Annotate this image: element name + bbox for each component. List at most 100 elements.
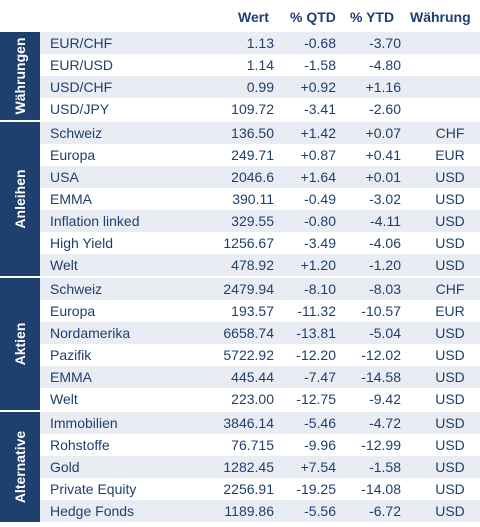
row-qtd: -8.10	[304, 281, 336, 297]
table-row: Schweiz 2479.94 -8.10 -8.03 CHF	[40, 278, 480, 300]
row-ytd: +1.16	[365, 79, 401, 95]
row-ytd: +0.07	[365, 125, 401, 141]
row-wert: 109.72	[231, 101, 274, 117]
row-currency: USD	[435, 369, 465, 385]
header-ytd: % YTD	[350, 9, 395, 25]
row-qtd: -5.46	[304, 415, 336, 431]
row-name: Europa	[50, 147, 96, 163]
row-qtd: -13.81	[296, 325, 336, 341]
row-qtd: +0.92	[300, 79, 336, 95]
row-qtd: -5.56	[304, 503, 336, 519]
row-ytd: +0.01	[365, 169, 401, 185]
table-row: USA 2046.6 +1.64 +0.01 USD	[40, 166, 480, 188]
table-row: Europa 249.71 +0.87 +0.41 EUR	[40, 144, 480, 166]
row-currency: CHF	[435, 125, 465, 141]
row-currency: EUR	[435, 147, 465, 163]
row-name: EMMA	[50, 191, 92, 207]
table-row: USD/JPY 109.72 -3.41 -2.60	[40, 98, 480, 120]
row-wert: 1.13	[246, 35, 274, 51]
row-wert: 5722.92	[223, 347, 274, 363]
row-ytd: -12.02	[361, 347, 401, 363]
row-currency: CHF	[435, 281, 465, 297]
table-row: EUR/CHF 1.13 -0.68 -3.70	[40, 32, 480, 54]
row-wert: 249.71	[231, 147, 274, 163]
row-wert: 478.92	[231, 257, 274, 273]
row-currency: USD	[435, 213, 465, 229]
table-header: Wert % QTD % YTD Währung	[0, 0, 480, 32]
row-qtd: -3.49	[304, 235, 336, 251]
table-row: Private Equity 2256.91 -19.25 -14.08 USD	[40, 478, 480, 500]
table-row: EMMA 445.44 -7.47 -14.58 USD	[40, 366, 480, 388]
row-name: Rohstoffe	[50, 437, 110, 453]
table-body: Währungen EUR/CHF 1.13 -0.68 -3.70 EUR/USD 1.1…	[0, 32, 480, 522]
row-wert: 1282.45	[223, 459, 274, 475]
row-wert: 0.99	[246, 79, 274, 95]
row-wert: 329.55	[231, 213, 274, 229]
table-row: Gold 1282.45 +7.54 -1.58 USD	[40, 456, 480, 478]
row-currency: USD	[435, 235, 465, 251]
row-ytd: -12.99	[361, 437, 401, 453]
row-ytd: -8.03	[369, 281, 401, 297]
row-qtd: -19.25	[296, 481, 336, 497]
group-label: Anleihen	[12, 169, 28, 229]
row-wert: 136.50	[231, 125, 274, 141]
row-ytd: -3.02	[369, 191, 401, 207]
table-row: Rohstoffe 76.715 -9.96 -12.99 USD	[40, 434, 480, 456]
row-qtd: -0.68	[304, 35, 336, 51]
row-name: EUR/CHF	[50, 35, 113, 51]
table-row: Nordamerika 6658.74 -13.81 -5.04 USD	[40, 322, 480, 344]
row-qtd: -0.80	[304, 213, 336, 229]
row-qtd: -1.58	[304, 57, 336, 73]
group-label-bar: Aktien	[0, 278, 40, 410]
row-ytd: -1.20	[369, 257, 401, 273]
row-currency: USD	[435, 391, 465, 407]
row-wert: 3846.14	[223, 415, 274, 431]
row-ytd: -10.57	[361, 303, 401, 319]
row-currency: USD	[435, 257, 465, 273]
group-rows: EUR/CHF 1.13 -0.68 -3.70 EUR/USD 1.14 -1.58 -4.…	[40, 32, 480, 120]
row-ytd: -9.42	[369, 391, 401, 407]
row-ytd: -3.70	[369, 35, 401, 51]
table-row: Europa 193.57 -11.32 -10.57 EUR	[40, 300, 480, 322]
row-name: USD/JPY	[50, 101, 110, 117]
row-wert: 6658.74	[223, 325, 274, 341]
row-qtd: +7.54	[300, 459, 336, 475]
row-name: Gold	[50, 459, 80, 475]
row-qtd: -7.47	[304, 369, 336, 385]
row-qtd: -11.32	[297, 303, 336, 319]
row-ytd: -6.72	[369, 503, 401, 519]
row-ytd: -4.11	[370, 213, 401, 229]
table-row: Welt 478.92 +1.20 -1.20 USD	[40, 254, 480, 276]
table-row: USD/CHF 0.99 +0.92 +1.16	[40, 76, 480, 98]
row-wert: 2479.94	[223, 281, 274, 297]
table-row: EUR/USD 1.14 -1.58 -4.80	[40, 54, 480, 76]
group-3: Alternative Immobilien 3846.14 -5.46 -4.72 US…	[0, 412, 480, 522]
table-row: Welt 223.00 -12.75 -9.42 USD	[40, 388, 480, 410]
row-name: Inflation linked	[50, 213, 140, 229]
row-currency: EUR	[435, 303, 465, 319]
row-wert: 445.44	[231, 369, 274, 385]
row-qtd: -0.49	[304, 191, 336, 207]
row-wert: 2256.91	[223, 481, 274, 497]
row-currency: USD	[435, 415, 465, 431]
header-waehrung: Währung	[410, 9, 471, 25]
row-name: EUR/USD	[50, 57, 114, 73]
table-row: Schweiz 136.50 +1.42 +0.07 CHF	[40, 122, 480, 144]
group-label-bar: Alternative	[0, 412, 40, 522]
row-qtd: -12.75	[296, 391, 336, 407]
row-ytd: -4.72	[369, 415, 401, 431]
group-label: Alternative	[12, 430, 28, 504]
row-name: Pazifik	[50, 347, 92, 363]
row-name: USA	[50, 169, 79, 185]
table-row: High Yield 1256.67 -3.49 -4.06 USD	[40, 232, 480, 254]
row-wert: 223.00	[231, 391, 274, 407]
row-ytd: -1.58	[369, 459, 401, 475]
row-wert: 1189.86	[224, 503, 274, 519]
group-label: Währungen	[12, 37, 28, 115]
row-name: Europa	[50, 303, 96, 319]
row-currency: USD	[435, 459, 465, 475]
table-row: Immobilien 3846.14 -5.46 -4.72 USD	[40, 412, 480, 434]
row-name: Schweiz	[50, 125, 103, 141]
table-row: EMMA 390.11 -0.49 -3.02 USD	[40, 188, 480, 210]
row-wert: 1.14	[246, 57, 274, 73]
